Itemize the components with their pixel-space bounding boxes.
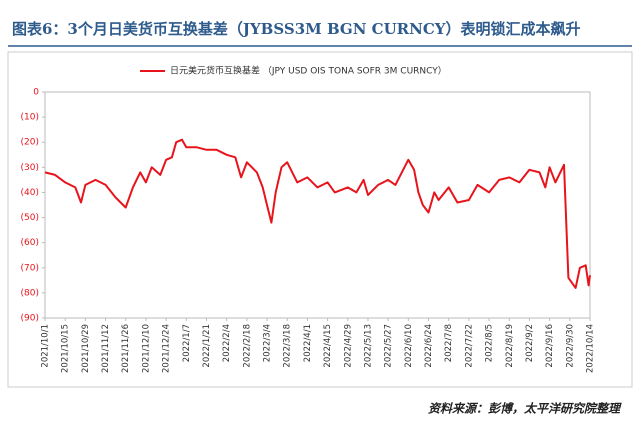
x-tick-label: 2022/6/10 bbox=[404, 324, 414, 368]
x-tick-label: 2021/10/29 bbox=[81, 324, 91, 373]
y-tick-label: (50) bbox=[21, 213, 39, 223]
x-tick-label: 2022/8/5 bbox=[485, 324, 495, 362]
x-tick-label: 2021/10/15 bbox=[61, 324, 71, 373]
x-tick-label: 2022/5/13 bbox=[363, 324, 373, 368]
y-tick-label: (70) bbox=[21, 263, 39, 273]
y-tick-label: (10) bbox=[21, 113, 39, 123]
y-tick-label: (20) bbox=[21, 138, 39, 148]
x-tick-label: 2021/10/1 bbox=[41, 324, 51, 368]
y-tick-label: (40) bbox=[21, 188, 39, 198]
source-note: 资料来源：彭博，太平洋研究院整理 bbox=[428, 402, 622, 416]
x-tick-label: 2022/2/18 bbox=[242, 324, 252, 368]
x-tick-label: 2022/3/4 bbox=[263, 324, 273, 362]
y-tick-label: (80) bbox=[21, 288, 39, 298]
x-tick-label: 2021/11/12 bbox=[101, 324, 111, 373]
x-tick-label: 2022/7/22 bbox=[464, 324, 474, 368]
x-tick-label: 2022/5/27 bbox=[384, 324, 394, 368]
legend-label: 日元美元货币互换基差 （JPY USD OIS TONA SOFR 3M CUR… bbox=[170, 65, 447, 77]
x-tick-label: 2022/6/24 bbox=[424, 324, 434, 368]
x-tick-label: 2022/3/18 bbox=[283, 324, 293, 368]
x-tick-label: 2022/8/19 bbox=[505, 324, 515, 368]
chart-frame bbox=[7, 51, 633, 388]
data-line bbox=[44, 138, 591, 289]
x-tick-label: 2021/11/26 bbox=[121, 324, 131, 373]
x-tick-label: 2022/2/4 bbox=[222, 324, 232, 362]
x-tick-label: 2022/9/16 bbox=[545, 324, 555, 368]
y-tick-label: (60) bbox=[21, 238, 39, 248]
y-tick-label: (90) bbox=[21, 314, 39, 324]
chart-title: 图表6：3个月日美货币互换基差（JYBSS3M BGN CURNCY）表明锁汇成… bbox=[12, 20, 581, 38]
x-tick-label: 2021/12/24 bbox=[162, 324, 172, 373]
x-tick-label: 2022/4/15 bbox=[323, 324, 333, 368]
x-tick-label: 2022/4/1 bbox=[303, 324, 313, 362]
x-tick-label: 2022/9/30 bbox=[565, 324, 575, 368]
x-tick-label: 2022/9/2 bbox=[525, 324, 535, 362]
x-tick-label: 2022/7/8 bbox=[444, 324, 454, 362]
x-tick-label: 2021/12/10 bbox=[141, 324, 151, 373]
x-tick-label: 2022/10/14 bbox=[586, 324, 596, 373]
y-tick-label: (30) bbox=[21, 163, 39, 173]
plot-area bbox=[44, 91, 591, 319]
x-tick-label: 2022/4/29 bbox=[343, 324, 353, 368]
y-tick-label: 0 bbox=[33, 88, 39, 98]
x-tick-label: 2022/1/21 bbox=[202, 324, 212, 368]
x-tick-label: 2022/1/7 bbox=[182, 324, 192, 362]
